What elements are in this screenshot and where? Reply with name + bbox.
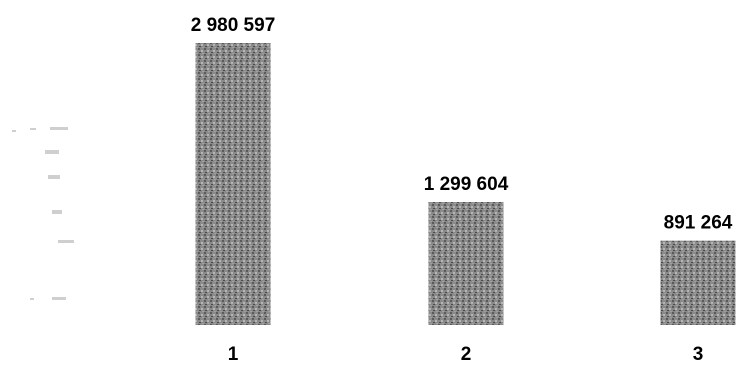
bar-2	[428, 202, 504, 325]
bar-1	[195, 43, 271, 325]
value-label-1: 2 980 597	[191, 15, 276, 36]
bar-3	[660, 240, 736, 325]
bars	[195, 43, 736, 325]
faint-axis-marks	[12, 127, 74, 300]
x-tick-label-1: 1	[228, 344, 239, 365]
value-label-3: 891 264	[664, 213, 733, 234]
value-label-2: 1 299 604	[424, 174, 509, 195]
x-tick-labels: 1 2 3	[228, 344, 704, 365]
x-tick-label-2: 2	[461, 344, 472, 365]
value-labels: 2 980 597 1 299 604 891 264	[191, 15, 733, 234]
x-tick-label-3: 3	[693, 344, 704, 365]
